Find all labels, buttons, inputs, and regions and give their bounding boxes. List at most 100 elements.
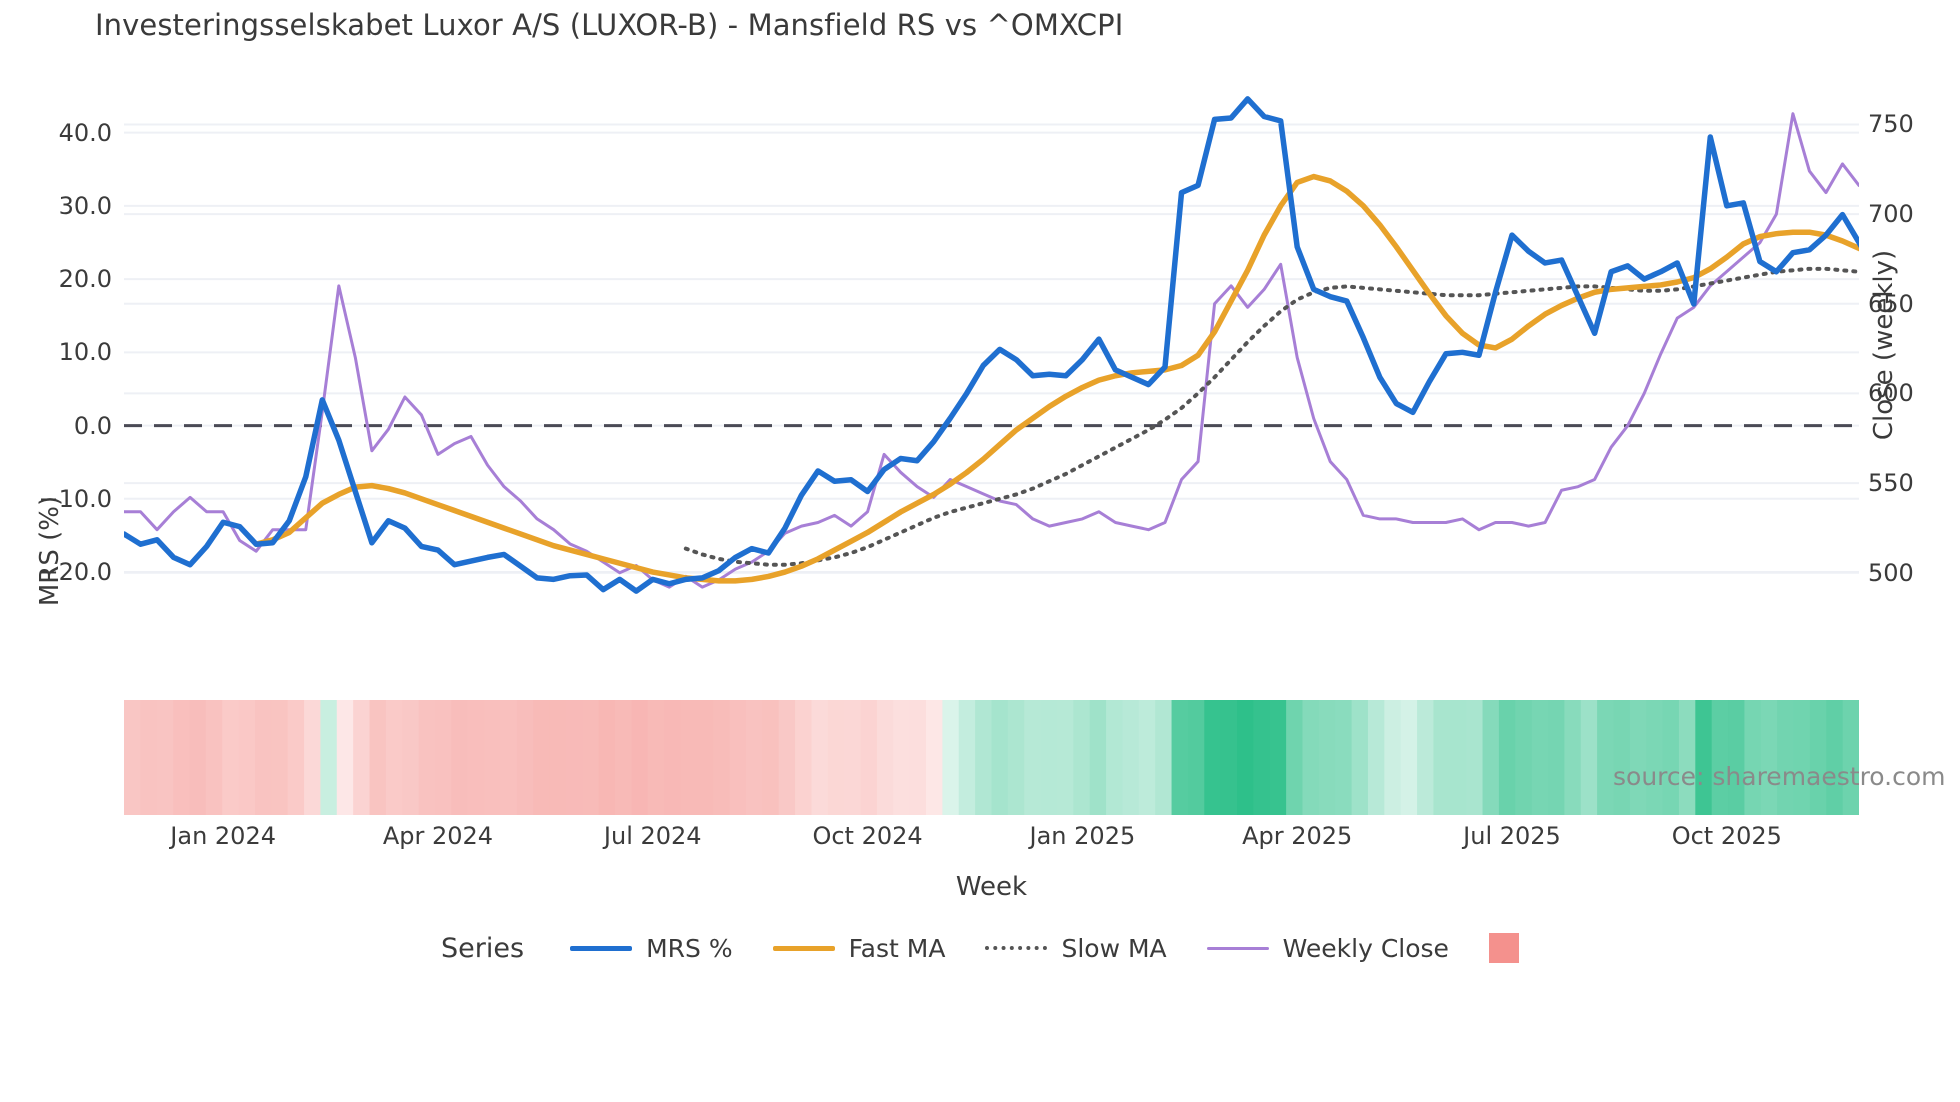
heat-strip-band <box>1335 700 1353 815</box>
heat-strip-band <box>1122 700 1140 815</box>
mrs-heat-strip <box>124 700 1859 815</box>
heat-strip-band <box>533 700 551 815</box>
heat-strip-band <box>860 700 878 815</box>
heat-strip-band <box>484 700 502 815</box>
heat-strip-band <box>1515 700 1533 815</box>
x-axis-label: Week <box>955 872 1028 902</box>
heat-strip-band <box>745 700 764 815</box>
heat-strip-band <box>1171 700 1189 815</box>
heat-strip-band <box>1695 700 1713 815</box>
heat-strip-band <box>1777 700 1795 815</box>
y-tick-right: 650 <box>1868 289 1914 318</box>
heat-strip-band <box>1269 700 1287 815</box>
heat-strip-band <box>975 700 993 815</box>
x-tick: Oct 2024 <box>812 822 923 850</box>
y-tick-left: 30.0 <box>58 191 112 220</box>
heat-strip-band <box>140 700 158 815</box>
heat-strip-band <box>1646 700 1664 815</box>
heat-strip-band <box>1629 700 1647 815</box>
y-axis-left: 40.0 30.0 20.0 10.0 0.0 −10.0 −20.0 <box>8 85 112 605</box>
heat-strip-band <box>516 700 534 815</box>
y-tick-left: 20.0 <box>58 265 112 294</box>
legend-title: Series <box>441 932 525 964</box>
heat-strip-band <box>353 700 371 815</box>
x-tick: Jan 2024 <box>170 822 276 850</box>
legend-item-weekly-close[interactable]: Weekly Close <box>1206 933 1449 963</box>
legend-line-key <box>985 946 1048 950</box>
legend-label: Fast MA <box>848 933 946 963</box>
heat-strip-band <box>1400 700 1418 815</box>
heat-strip-band <box>1155 700 1173 815</box>
heat-strip-band <box>1187 700 1205 815</box>
heat-strip-band <box>762 700 780 815</box>
legend-label: Slow MA <box>1061 933 1167 963</box>
series-line-weekly-close <box>124 112 1859 589</box>
x-tick: Oct 2025 <box>1671 822 1782 850</box>
legend-label: MRS % <box>646 933 733 963</box>
heat-strip-band <box>811 700 829 815</box>
legend-label: Weekly Close <box>1282 933 1449 963</box>
heat-strip-band <box>1613 700 1631 815</box>
heat-strip-band <box>1580 700 1598 815</box>
heat-strip-band <box>680 700 698 815</box>
heat-strip-band <box>598 700 616 815</box>
heat-strip-band <box>1318 700 1336 815</box>
heat-strip-band <box>1711 700 1729 815</box>
x-tick: Jul 2025 <box>1463 822 1561 850</box>
x-tick: Jul 2024 <box>603 822 702 850</box>
heat-strip-band <box>778 700 796 815</box>
heat-strip-band <box>124 700 142 815</box>
heat-strip-band <box>1024 700 1042 815</box>
heat-strip-band <box>827 700 845 815</box>
y-tick-left: −20.0 <box>38 558 112 587</box>
y-tick-right: 700 <box>1868 200 1914 229</box>
heat-strip-band <box>336 700 354 815</box>
legend: Series MRS % Fast MA Slow MA Weekly Close <box>0 925 1960 971</box>
heat-strip-band <box>1073 700 1091 815</box>
legend-line-key <box>570 945 633 951</box>
plot-area <box>124 85 1859 605</box>
x-tick: Jan 2025 <box>1029 822 1136 850</box>
plot-svg <box>124 96 1859 594</box>
heat-strip-band <box>958 700 976 815</box>
heat-strip-band <box>876 700 894 815</box>
y-tick-right: 500 <box>1868 558 1914 587</box>
heat-strip-band <box>369 700 387 815</box>
heat-strip-band <box>844 700 862 815</box>
heat-strip-band <box>287 700 305 815</box>
heat-strip-band <box>565 700 583 815</box>
y-tick-left: 40.0 <box>58 118 112 147</box>
y-tick-left: 0.0 <box>73 411 112 440</box>
legend-band-swatch <box>1488 933 1519 963</box>
heat-strip-band <box>1662 700 1680 815</box>
heat-strip-band <box>549 700 567 815</box>
heat-strip-band <box>1564 700 1582 815</box>
heat-strip-band <box>1482 700 1500 815</box>
heat-strip-band <box>418 700 436 815</box>
heat-strip-band <box>1056 700 1075 815</box>
legend-item-band-swatch[interactable] <box>1488 933 1519 963</box>
heat-strip-band <box>1106 700 1124 815</box>
heat-strip-band <box>909 700 927 815</box>
legend-item-mrs[interactable]: MRS % <box>570 934 733 963</box>
heat-strip-band <box>1433 700 1451 815</box>
heat-strip-band <box>729 700 747 815</box>
legend-line-key <box>1206 946 1269 950</box>
x-tick: Apr 2025 <box>1242 822 1353 850</box>
y-axis-right: 750 700 650 600 550 500 <box>1868 85 1938 605</box>
heat-strip-band <box>696 700 714 815</box>
heat-strip-band <box>205 700 223 815</box>
legend-item-fast-ma[interactable]: Fast MA <box>772 933 946 963</box>
legend-item-slow-ma[interactable]: Slow MA <box>985 933 1167 963</box>
heat-strip-band <box>1220 700 1238 815</box>
heat-strip-band <box>238 700 256 815</box>
heat-strip-band <box>1351 700 1369 815</box>
heat-strip-band <box>926 700 944 815</box>
heat-strip-band <box>1531 700 1549 815</box>
heat-strip-band <box>451 700 469 815</box>
heat-strip-band <box>1826 700 1844 815</box>
heat-strip-band <box>1793 700 1811 815</box>
heat-strip-band <box>1597 700 1615 815</box>
heat-strip-band <box>713 700 731 815</box>
heat-strip-band <box>467 700 485 815</box>
